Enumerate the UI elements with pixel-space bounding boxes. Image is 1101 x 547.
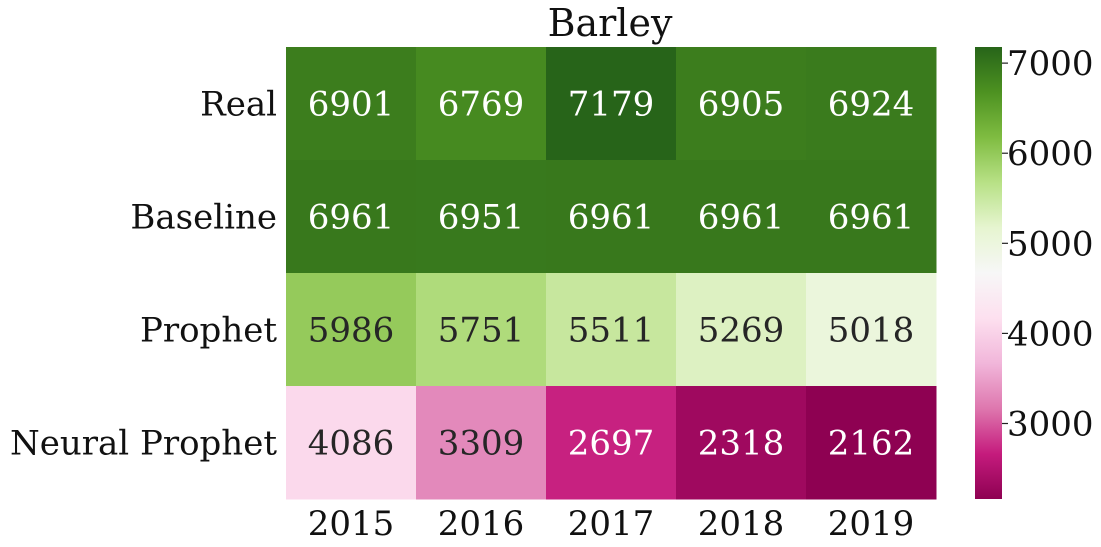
y-tick-label: Prophet xyxy=(140,311,277,351)
colorbar-tick-label: 5000 xyxy=(1007,224,1094,264)
cell-value-label: 6961 xyxy=(698,198,785,238)
heatmap-cell xyxy=(546,273,677,387)
cell-value-label: 4086 xyxy=(308,424,395,464)
heatmap-cell xyxy=(806,47,937,161)
heatmap-cell xyxy=(676,160,807,274)
heatmap-cell xyxy=(676,273,807,387)
heatmap-cell xyxy=(546,386,677,500)
y-tick-label: Real xyxy=(200,85,277,125)
cell-value-label: 6769 xyxy=(438,85,525,125)
heatmap-cell xyxy=(416,273,547,387)
cell-value-label: 2162 xyxy=(828,424,915,464)
colorbar-tick-label: 7000 xyxy=(1007,44,1094,84)
cell-value-label: 2697 xyxy=(568,424,655,464)
cell-value-label: 5751 xyxy=(438,311,525,351)
cell-value-label: 6961 xyxy=(568,198,655,238)
colorbar-tick-label: 3000 xyxy=(1007,405,1094,445)
heatmap-cell xyxy=(286,273,417,387)
cell-value-label: 2318 xyxy=(698,424,785,464)
heatmap-cell xyxy=(286,160,417,274)
cell-value-label: 5018 xyxy=(828,311,915,351)
x-tick-label: 2015 xyxy=(308,504,395,544)
cell-value-label: 3309 xyxy=(438,424,525,464)
cell-value-label: 6961 xyxy=(308,198,395,238)
x-tick-label: 2016 xyxy=(438,504,525,544)
colorbar-tick-label: 6000 xyxy=(1007,134,1094,174)
colorbar: 3000 4000 5000 6000 7000 xyxy=(975,44,1094,499)
heatmap-cell-labels: 6901 6769 7179 6905 6924 6961 6951 6961 6961 6961… xyxy=(308,85,915,464)
colorbar-tick-label: 4000 xyxy=(1007,314,1094,354)
x-tick-label: 2017 xyxy=(568,504,655,544)
heatmap-cell xyxy=(286,47,417,161)
heatmap-cell xyxy=(546,47,677,161)
cell-value-label: 5269 xyxy=(698,311,785,351)
x-tick-label: 2018 xyxy=(698,504,785,544)
x-tick-label: 2019 xyxy=(828,504,915,544)
cell-value-label: 5986 xyxy=(308,311,395,351)
heatmap-cell xyxy=(416,47,547,161)
y-tick-label: Neural Prophet xyxy=(10,424,277,464)
colorbar-gradient xyxy=(975,47,1002,499)
cell-value-label: 6951 xyxy=(438,198,525,238)
y-tick-label: Baseline xyxy=(130,198,277,238)
chart-title: Barley xyxy=(548,1,673,45)
cell-value-label: 5511 xyxy=(568,311,655,351)
x-axis-labels: 2015 2016 2017 2018 2019 xyxy=(308,504,915,544)
heatmap-cell xyxy=(546,160,677,274)
cell-value-label: 6961 xyxy=(828,198,915,238)
cell-value-label: 6905 xyxy=(698,85,785,125)
heatmap-cell xyxy=(286,386,417,500)
heatmap-cells xyxy=(286,47,937,500)
heatmap-cell xyxy=(676,386,807,500)
cell-value-label: 7179 xyxy=(568,85,655,125)
heatmap-cell xyxy=(676,47,807,161)
heatmap-cell xyxy=(416,386,547,500)
y-axis-labels: Real Baseline Prophet Neural Prophet xyxy=(10,85,277,464)
cell-value-label: 6924 xyxy=(828,85,915,125)
cell-value-label: 6901 xyxy=(308,85,395,125)
heatmap-cell xyxy=(416,160,547,274)
heatmap-cell xyxy=(806,273,937,387)
heatmap-cell xyxy=(806,386,937,500)
heatmap-cell xyxy=(806,160,937,274)
